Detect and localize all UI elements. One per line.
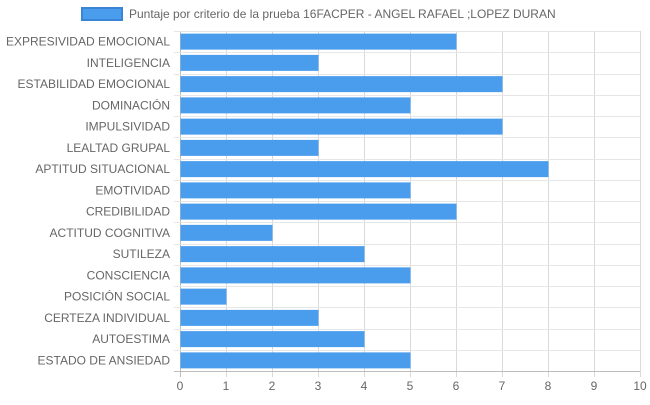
x-tick-label: 4 [361, 379, 368, 393]
bar[interactable] [180, 246, 365, 263]
x-tick-label: 9 [591, 379, 598, 393]
category-label: ACTITUD COGNITIVA [50, 226, 170, 240]
bar[interactable] [180, 203, 457, 220]
category-label: CONSCIENCIA [87, 268, 170, 282]
legend-label[interactable]: Puntaje por criterio de la prueba 16FACP… [129, 7, 556, 21]
legend-swatch[interactable] [81, 7, 123, 21]
x-tick-label: 2 [269, 379, 276, 393]
bar[interactable] [180, 224, 273, 241]
x-tick-label: 0 [177, 379, 184, 393]
bar[interactable] [180, 139, 319, 156]
category-label: DOMINACIÓN [92, 97, 170, 112]
x-tick-label: 7 [499, 379, 506, 393]
category-label: EMOTIVIDAD [95, 183, 170, 197]
x-tick-label: 5 [407, 379, 414, 393]
category-label: POSICIÓN SOCIAL [64, 289, 170, 304]
category-label: CERTEZA INDIVIDUAL [44, 311, 170, 325]
category-label: SUTILEZA [113, 247, 170, 261]
x-tick-label: 8 [545, 379, 552, 393]
bar[interactable] [180, 288, 227, 305]
category-label: LEALTAD GRUPAL [67, 141, 171, 155]
bar[interactable] [180, 118, 503, 135]
legend[interactable]: Puntaje por criterio de la prueba 16FACP… [81, 7, 556, 21]
x-tick-label: 1 [223, 379, 230, 393]
bar[interactable] [180, 352, 411, 369]
x-tick-label: 10 [633, 379, 647, 393]
x-tick-label: 3 [315, 379, 322, 393]
category-label: INTELIGENCIA [87, 56, 170, 70]
bar[interactable] [180, 309, 319, 326]
x-tick-label: 6 [453, 379, 460, 393]
category-label: APTITUD SITUACIONAL [35, 162, 170, 176]
bar[interactable] [180, 76, 503, 93]
category-labels: EXPRESIVIDAD EMOCIONAL INTELIGENCIA ESTABI… [6, 35, 170, 368]
category-label: CREDIBILIDAD [86, 205, 170, 219]
bar[interactable] [180, 182, 411, 199]
category-label: ESTABILIDAD EMOCIONAL [18, 77, 171, 91]
bar[interactable] [180, 33, 457, 50]
bar[interactable] [180, 97, 411, 114]
category-label: IMPULSIVIDAD [85, 120, 170, 134]
bar[interactable] [180, 161, 549, 178]
bars [180, 33, 549, 369]
category-label: AUTOESTIMA [92, 332, 170, 346]
category-label: ESTADO DE ANSIEDAD [38, 353, 171, 367]
bar[interactable] [180, 331, 365, 348]
category-label: EXPRESIVIDAD EMOCIONAL [6, 35, 170, 49]
bar[interactable] [180, 267, 411, 284]
x-axis-ticks: 0 1 2 3 4 5 6 7 8 9 10 [177, 379, 647, 393]
bar[interactable] [180, 54, 319, 71]
